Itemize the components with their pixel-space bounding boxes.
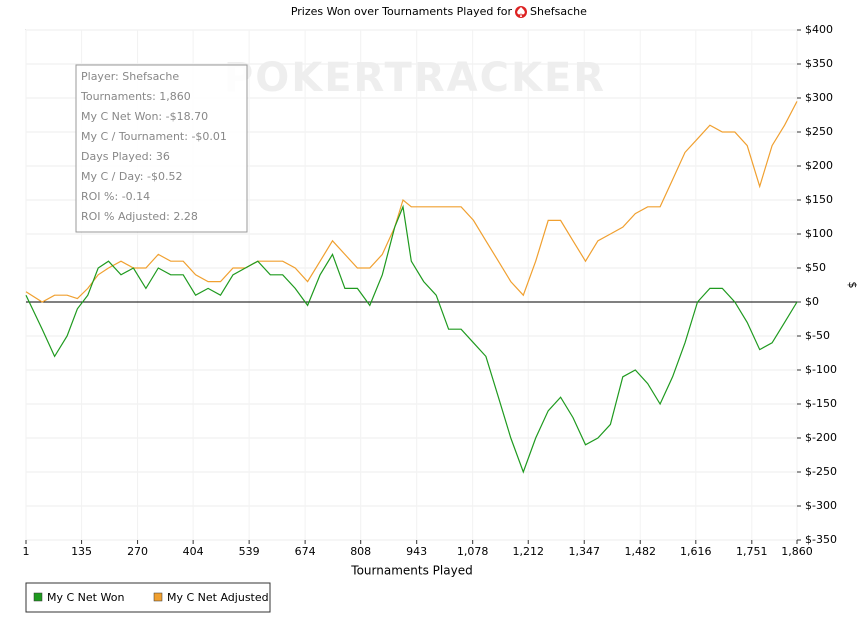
y-tick-label: $50 [805, 261, 826, 274]
info-box [75, 64, 248, 233]
x-tick-label: 1,482 [624, 545, 656, 558]
x-tick-label: 135 [71, 545, 92, 558]
legend-label: My C Net Adjusted [167, 591, 269, 604]
info-line: Tournaments: 1,860 [80, 90, 191, 103]
y-tick-label: $-150 [805, 397, 837, 410]
info-line: My C / Tournament: -$0.01 [81, 130, 227, 143]
x-tick-label: 1,078 [457, 545, 489, 558]
series-line [25, 101, 798, 303]
x-tick-label: 1,860 [781, 545, 813, 558]
legend-swatch [33, 592, 43, 602]
info-line: My C / Day: -$0.52 [81, 170, 182, 183]
y-tick-label: $-250 [805, 465, 837, 478]
legend [25, 582, 271, 613]
legend-swatch [153, 592, 163, 602]
y-tick-label: $-350 [805, 533, 837, 546]
y-tick-label: $150 [805, 193, 833, 206]
x-tick-label: 1,212 [512, 545, 544, 558]
y-tick-label: $-300 [805, 499, 837, 512]
legend-items: My C Net Won My C Net Adjusted [33, 591, 269, 604]
series-line [25, 204, 798, 474]
info-line: Days Played: 36 [81, 150, 170, 163]
x-tick-label: 1,347 [568, 545, 600, 558]
y-tick-label: $-100 [805, 363, 837, 376]
x-tick-label: 674 [295, 545, 316, 558]
y-tick-label: $-200 [805, 431, 837, 444]
chart-title: Prizes Won over Tournaments Played for [291, 5, 513, 18]
legend-label: My C Net Won [47, 591, 124, 604]
x-tick-label: 270 [127, 545, 148, 558]
y-axis-label: $ [846, 282, 859, 289]
y-tick-label: $0 [805, 295, 819, 308]
spade-icon [515, 6, 527, 18]
y-tick-label: $-50 [805, 329, 830, 342]
x-tick-label: 404 [183, 545, 204, 558]
y-tick-label: $250 [805, 125, 833, 138]
x-tick-label: 1,751 [736, 545, 768, 558]
player-name: Shefsache [530, 5, 587, 18]
watermark: POKERTRACKER [224, 55, 606, 101]
y-tick-label: $300 [805, 91, 833, 104]
x-tick-label: 539 [239, 545, 260, 558]
y-tick-label: $400 [805, 23, 833, 36]
info-line: My C Net Won: -$18.70 [81, 110, 208, 123]
y-tick-label: $350 [805, 57, 833, 70]
info-line: ROI % Adjusted: 2.28 [81, 210, 198, 223]
x-tick-label: 1 [23, 545, 30, 558]
info-lines: Player: Shefsache Tournaments: 1,860 My C … [80, 70, 227, 223]
info-line: ROI %: -0.14 [81, 190, 150, 203]
x-axis-label: Tournaments Played [350, 564, 472, 578]
x-tick-label: 943 [406, 545, 427, 558]
x-tick-label: 1,616 [680, 545, 712, 558]
y-tick-label: $200 [805, 159, 833, 172]
y-tick-label: $100 [805, 227, 833, 240]
info-line: Player: Shefsache [81, 70, 179, 83]
x-tick-label: 808 [350, 545, 371, 558]
